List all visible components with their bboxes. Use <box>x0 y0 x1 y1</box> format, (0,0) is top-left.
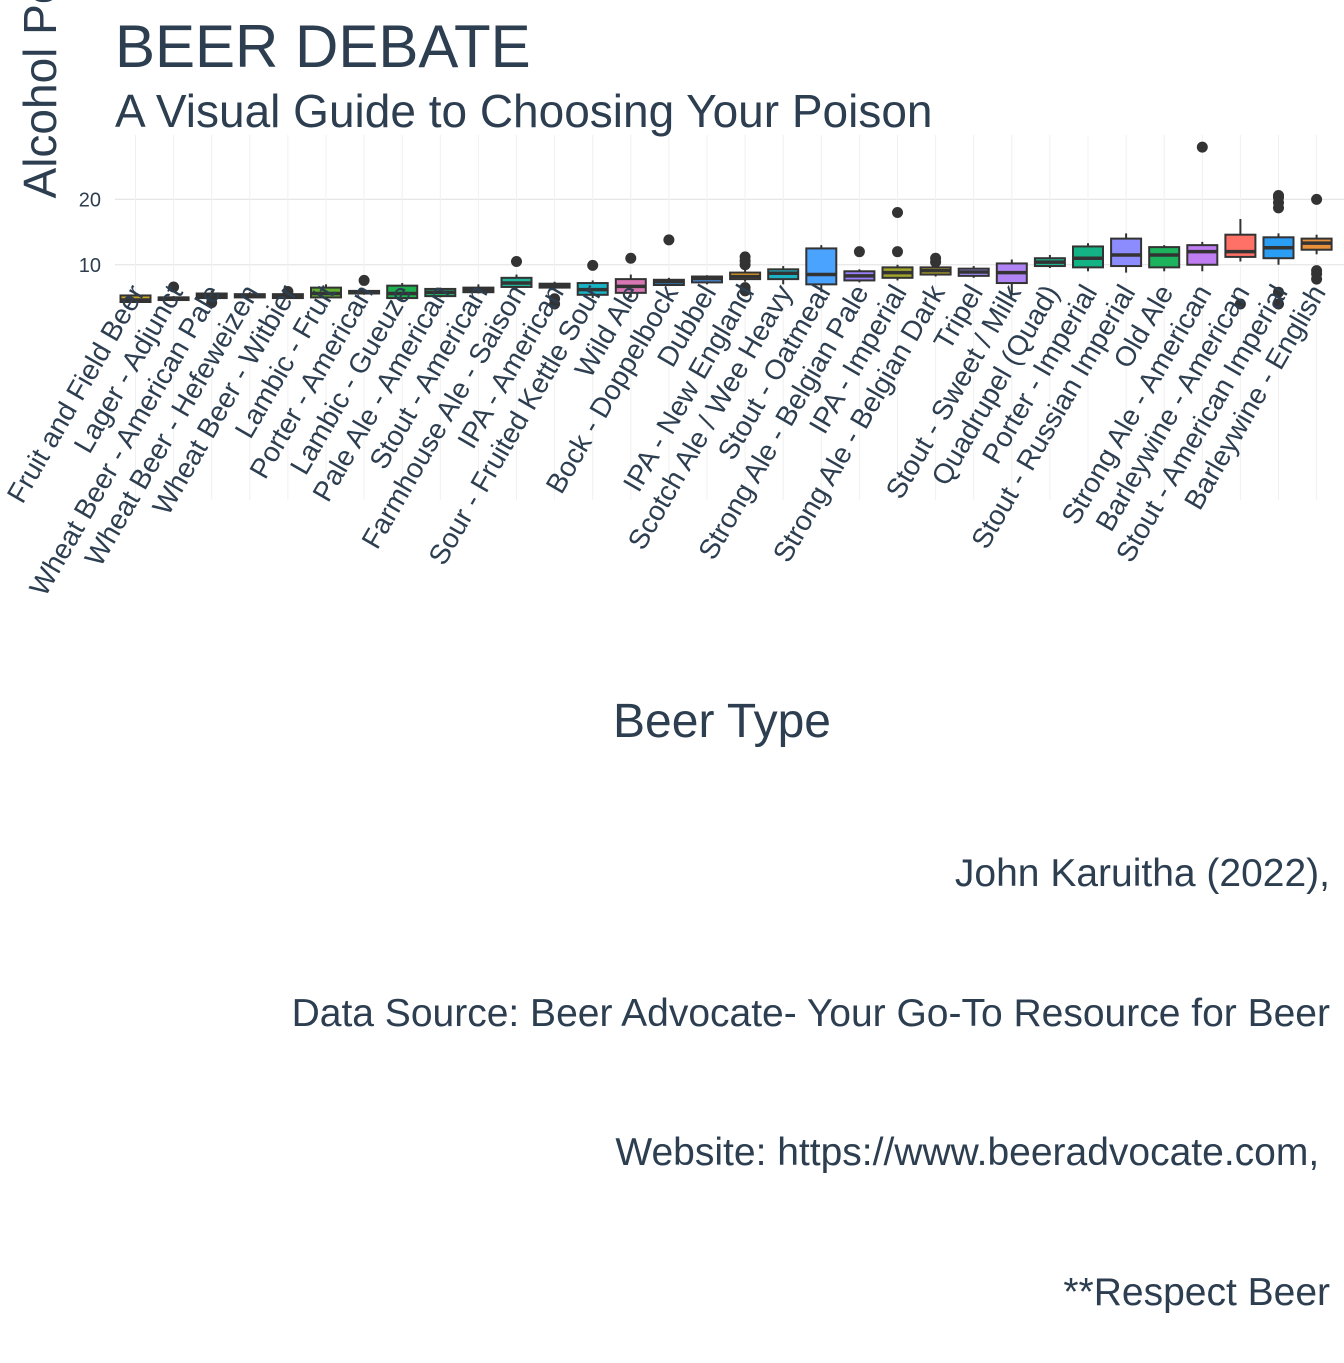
box <box>1110 237 1143 268</box>
chart-title: BEER DEBATE <box>115 13 531 80</box>
outlier-point <box>168 281 180 293</box>
outlier-point <box>358 274 370 286</box>
outlier-point <box>1196 141 1208 153</box>
outlier-point <box>1273 189 1284 201</box>
box <box>1186 244 1219 266</box>
chart-subtitle: A Visual Guide to Choosing Your Poison <box>115 85 933 137</box>
outlier-point <box>930 256 942 268</box>
outlier-point <box>1234 298 1246 310</box>
caption-line: **Respect Beer <box>1063 1270 1330 1314</box>
outlier-point <box>587 259 599 271</box>
outlier-point <box>853 246 865 258</box>
caption-line: Data Source: Beer Advocate- Your Go-To R… <box>291 991 1330 1035</box>
outlier-point <box>892 206 903 218</box>
caption-line: John Karuitha (2022), <box>954 852 1330 895</box>
box <box>1224 233 1257 258</box>
caption: John Karuitha (2022), Data Source: Beer … <box>292 758 1330 1363</box>
y-tick-label: 20 <box>79 189 101 211</box>
outlier-point <box>739 251 751 263</box>
outlier-point <box>1273 286 1284 298</box>
box <box>805 247 838 286</box>
outlier-point <box>663 234 675 246</box>
outlier-point <box>1311 193 1323 205</box>
outlier-point <box>739 282 751 294</box>
outlier-point <box>511 255 522 267</box>
outlier-point <box>1273 298 1284 310</box>
y-tick-label: 10 <box>79 255 101 277</box>
caption-line: Website: https://www.beeradvocate.com, <box>615 1131 1330 1174</box>
outlier-point <box>549 293 561 305</box>
box <box>1148 246 1181 269</box>
outlier-point <box>282 286 294 298</box>
outlier-point <box>892 246 903 258</box>
outlier-point <box>625 252 637 264</box>
outlier-point <box>1311 265 1323 277</box>
outlier-point <box>206 297 218 309</box>
x-axis-label: Beer Type <box>613 695 831 748</box>
